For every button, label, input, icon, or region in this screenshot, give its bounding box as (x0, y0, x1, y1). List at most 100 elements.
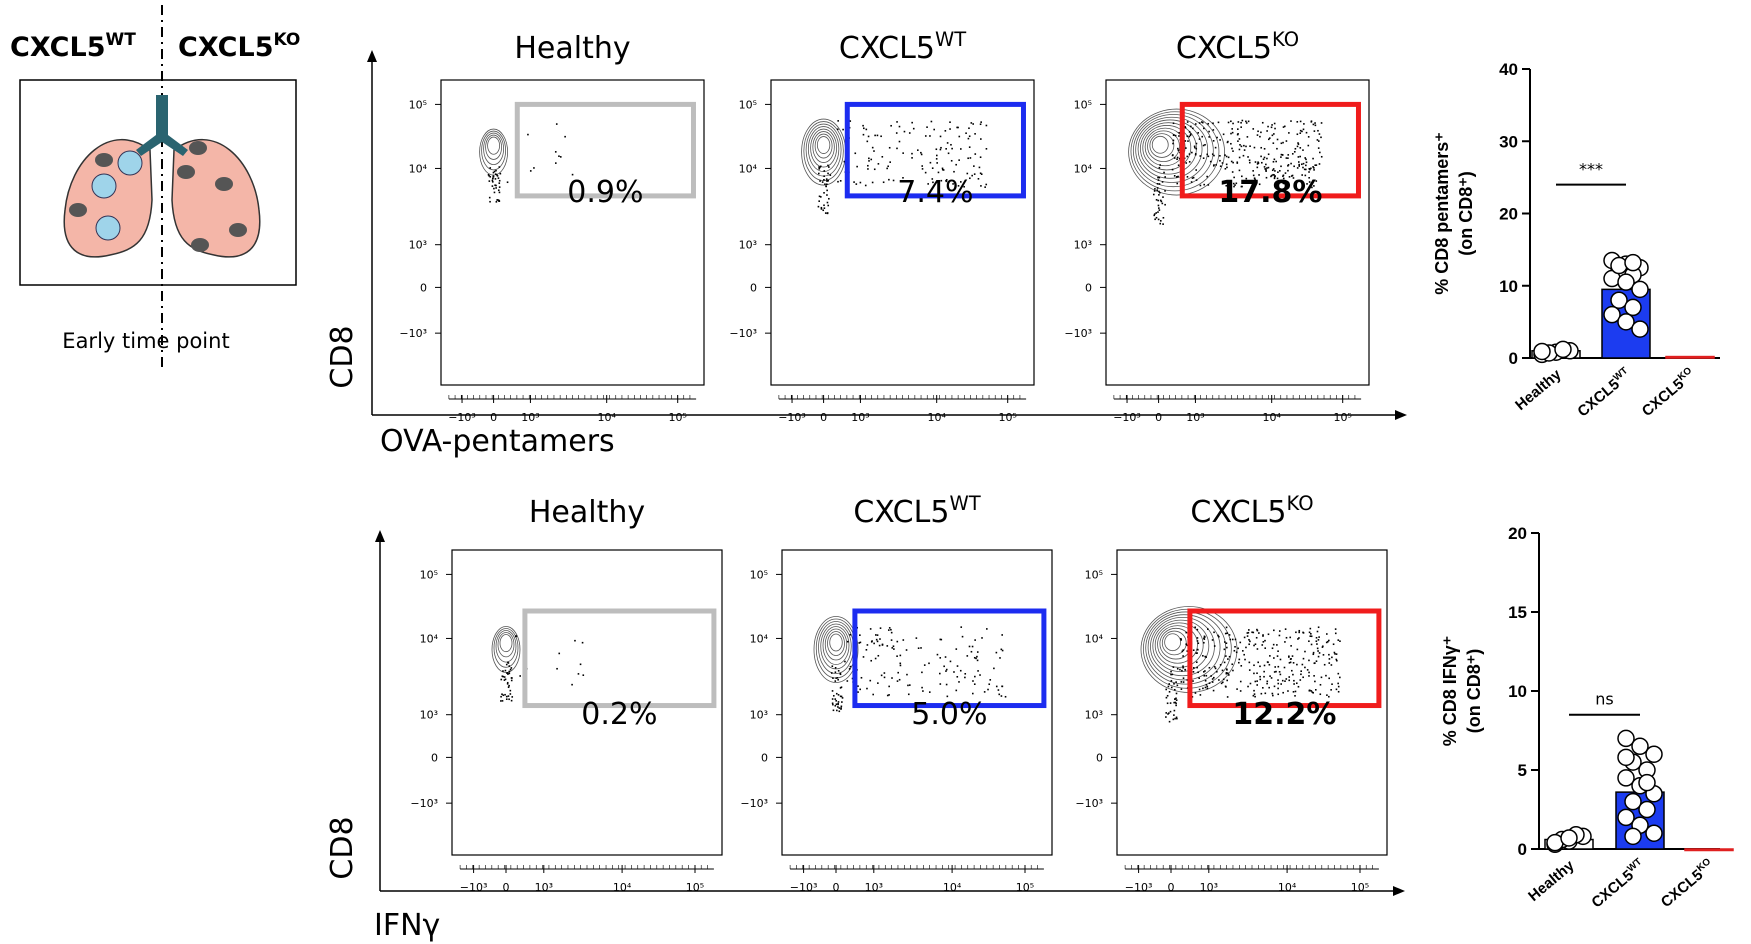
event-dot (866, 688, 868, 690)
event-dot (1276, 644, 1278, 646)
event-dot (1177, 148, 1179, 150)
event-dot (1302, 632, 1304, 634)
event-dot (508, 698, 510, 700)
event-dot (1170, 671, 1172, 673)
event-dot (1226, 632, 1228, 634)
event-dot (913, 128, 915, 130)
event-dot (1267, 661, 1269, 663)
event-dot (1232, 123, 1234, 125)
event-dot (874, 168, 876, 170)
event-dot (1158, 179, 1160, 181)
event-dot (996, 686, 998, 688)
event-dot (1001, 649, 1003, 651)
event-dot (1302, 149, 1304, 151)
event-dot (1194, 147, 1196, 149)
event-dot (844, 661, 846, 663)
event-dot (1174, 689, 1176, 691)
x-tick-label: 0 (820, 411, 827, 424)
event-dot (1274, 170, 1276, 172)
event-dot (1261, 693, 1263, 695)
event-dot (508, 665, 510, 667)
event-dot (1195, 153, 1197, 155)
event-dot (951, 160, 953, 162)
event-dot (495, 185, 497, 187)
x-tick-label: 10⁵ (1333, 411, 1351, 424)
event-dot (877, 634, 879, 636)
x-tick-label: 10³ (1186, 411, 1204, 424)
event-dot (1215, 164, 1217, 166)
x-tick-label: 0 (490, 411, 497, 424)
event-dot (971, 122, 973, 124)
event-dot (1182, 667, 1184, 669)
event-dot (1195, 123, 1197, 125)
event-dot (1231, 161, 1233, 163)
event-dot (492, 185, 494, 187)
event-dot (867, 644, 869, 646)
event-dot (1005, 696, 1007, 698)
event-dot (1261, 162, 1263, 164)
event-dot (502, 676, 504, 678)
event-dot (823, 179, 825, 181)
event-dot (1177, 176, 1179, 178)
event-dot (887, 165, 889, 167)
y-tick-label: −10³ (1075, 797, 1103, 810)
event-dot (1195, 692, 1197, 694)
event-dot (893, 648, 895, 650)
event-dot (498, 200, 500, 202)
event-dot (1226, 167, 1228, 169)
event-dot (1273, 630, 1275, 632)
event-dot (510, 669, 512, 671)
event-dot (823, 192, 825, 194)
event-dot (942, 169, 944, 171)
event-dot (1279, 630, 1281, 632)
x-tick-label: 10⁴ (613, 881, 632, 894)
event-dot (986, 628, 988, 630)
event-dot (1305, 165, 1307, 167)
event-dot (1272, 135, 1274, 137)
event-dot (977, 651, 979, 653)
event-dot (1234, 650, 1236, 652)
event-dot (1309, 690, 1311, 692)
event-dot (1304, 157, 1306, 159)
event-dot (1336, 689, 1338, 691)
x-tick-label: −10³ (460, 881, 488, 894)
event-dot (1183, 681, 1185, 683)
gate-label: 0.2% (581, 697, 657, 732)
event-dot (989, 679, 991, 681)
event-dot (891, 647, 893, 649)
event-dot (1314, 122, 1316, 124)
event-dot (1159, 209, 1161, 211)
event-dot (911, 122, 913, 124)
event-dot (832, 698, 834, 700)
event-dot (940, 149, 942, 151)
event-dot (1290, 658, 1292, 660)
gate-label: 12.2% (1232, 697, 1336, 732)
event-dot (1154, 188, 1156, 190)
event-dot (880, 135, 882, 137)
event-dot (571, 684, 573, 686)
event-dot (1336, 653, 1338, 655)
event-dot (500, 173, 502, 175)
event-dot (874, 135, 876, 137)
event-dot (495, 187, 497, 189)
contour (496, 631, 516, 663)
event-dot (1186, 156, 1188, 158)
event-dot (1284, 641, 1286, 643)
event-dot (1297, 649, 1299, 651)
event-dot (876, 639, 878, 641)
label-text: Healthy (1525, 857, 1578, 905)
event-dot (556, 668, 558, 670)
event-dot (1269, 664, 1271, 666)
event-dot (1300, 673, 1302, 675)
event-dot (1166, 697, 1168, 699)
event-dot (1248, 121, 1250, 123)
event-dot (888, 629, 890, 631)
event-dot (1290, 662, 1292, 664)
event-dot (980, 121, 982, 123)
event-dot (896, 655, 898, 657)
schematic-left: CXCL5WT (10, 30, 136, 63)
event-dot (1240, 681, 1242, 683)
event-dot (965, 132, 967, 134)
event-dot (1158, 191, 1160, 193)
event-dot (1207, 628, 1209, 630)
